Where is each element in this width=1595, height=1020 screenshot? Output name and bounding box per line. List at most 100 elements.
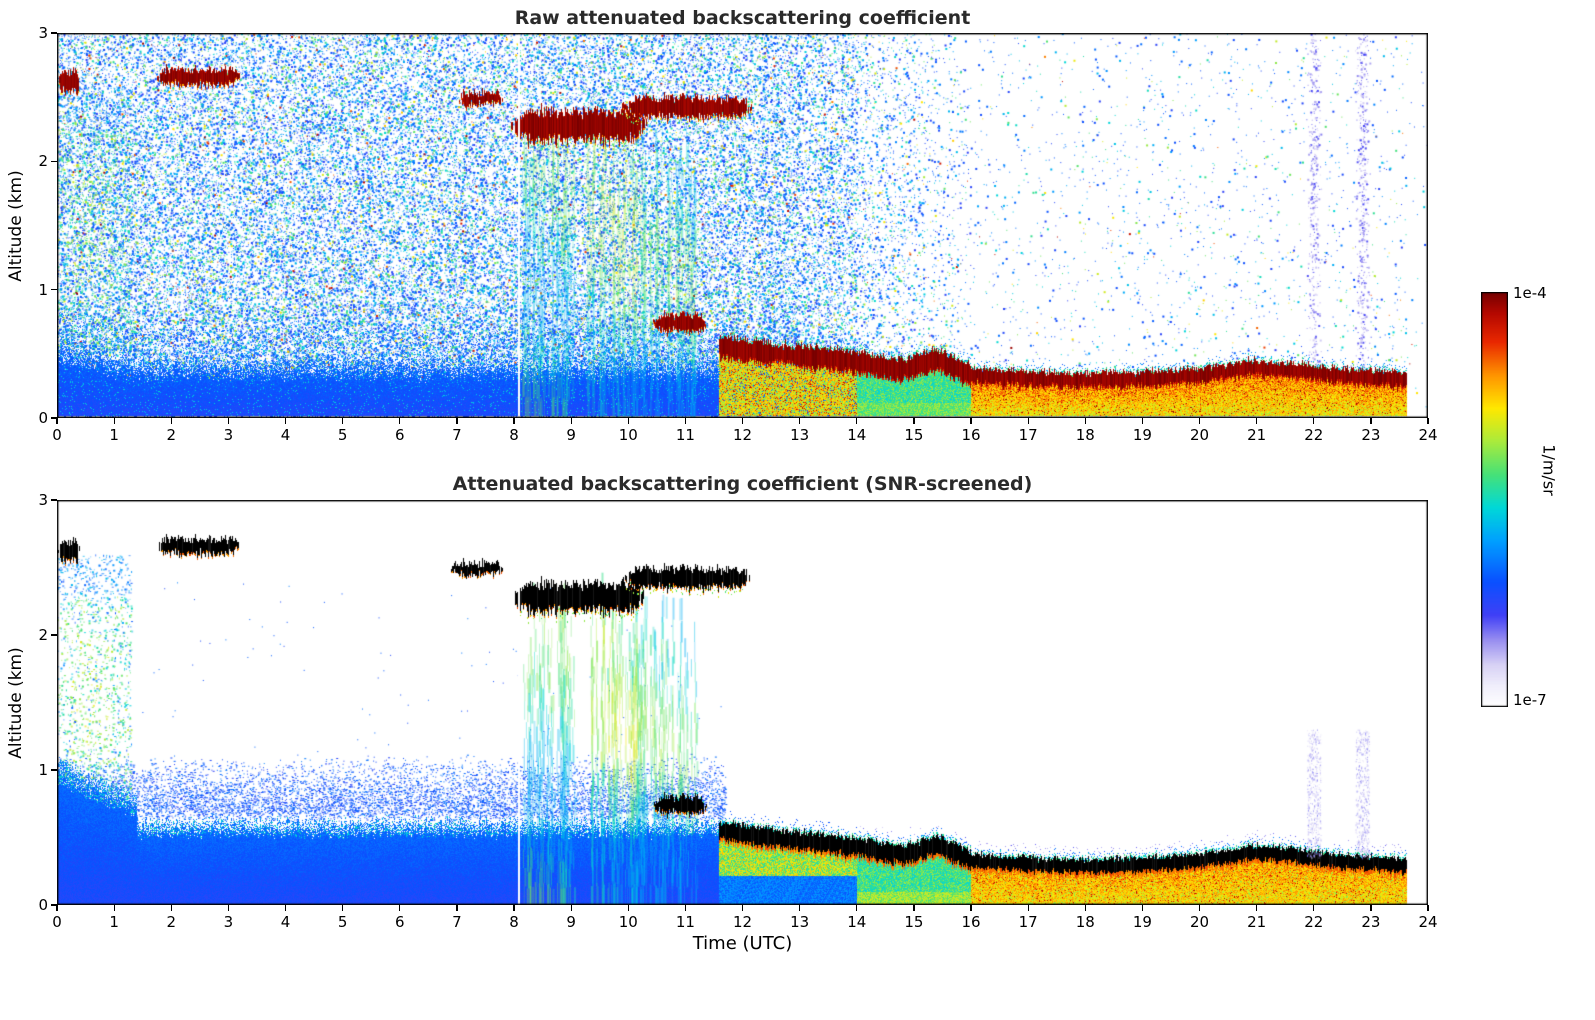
x-tick-mark [1313,905,1315,911]
y-tick-label: 0 [38,896,48,914]
x-tick-label: 7 [452,426,462,444]
y-tick-label: 0 [38,409,48,427]
x-tick-mark [570,905,572,911]
x-tick-mark [170,418,172,424]
x-tick-label: 21 [1247,913,1267,931]
x-tick-label: 15 [904,426,924,444]
x-tick-label: 3 [223,426,234,444]
x-tick-mark [970,905,972,911]
x-tick-label: 9 [566,913,576,931]
x-tick-mark [684,418,687,424]
y-tick-mark [51,417,57,419]
y-tick-label: 2 [38,152,48,171]
x-tick-mark [1198,905,1201,911]
x-tick-mark [1084,905,1086,911]
x-tick-mark [856,905,858,911]
y-tick-label: 2 [38,626,48,644]
x-tick-mark [399,905,401,911]
x-tick-mark [113,905,115,911]
y-tick-mark [51,32,57,34]
x-tick-label: 10 [618,913,638,931]
x-tick-label: 20 [1189,426,1210,444]
x-tick-label: 6 [394,426,405,444]
x-tick-mark [227,905,230,911]
x-tick-mark [284,418,287,424]
raw-backscatter-heatmap [57,33,1428,418]
x-tick-label: 24 [1418,913,1438,931]
x-tick-mark [741,418,744,424]
x-tick-mark [1313,418,1315,424]
y-tick-mark [51,634,57,636]
x-tick-label: 0 [52,426,62,444]
x-tick-label: 8 [509,913,519,931]
x-tick-label: 13 [790,426,810,444]
y-tick-mark [51,499,57,501]
y-tick-mark [51,289,57,291]
x-tick-label: 16 [961,426,981,444]
x-tick-mark [741,905,744,911]
y-tick-label: 3 [38,491,48,509]
x-tick-mark [456,418,458,424]
x-tick-mark [56,905,58,911]
x-tick-mark [1427,418,1429,424]
x-tick-mark [1141,905,1144,911]
y-tick-mark [51,160,57,163]
colorbar-min-label: 1e-7 [1513,691,1547,709]
y-tick-label: 1 [38,280,48,299]
colorbar-max-label: 1e-4 [1513,284,1547,302]
x-tick-mark [456,905,458,911]
x-tick-label: 7 [452,913,462,931]
x-tick-mark [1141,418,1144,424]
x-tick-label: 13 [790,913,810,931]
x-tick-mark [627,905,629,911]
x-tick-mark [1198,418,1201,424]
colorbar-units-label: 1/m/sr [1539,444,1559,496]
x-tick-mark [627,418,629,424]
x-tick-mark [1027,905,1029,911]
x-tick-mark [970,418,972,424]
x-tick-mark [856,418,858,424]
panel-title-screened: Attenuated backscattering coefficient (S… [452,473,1033,495]
x-tick-label: 19 [1132,426,1152,444]
x-tick-mark [913,418,915,424]
x-tick-mark [1027,418,1029,424]
x-tick-mark [1370,418,1372,424]
x-tick-label: 21 [1247,426,1267,444]
x-tick-label: 4 [280,913,291,931]
x-tick-label: 6 [394,913,405,931]
x-tick-mark [170,905,172,911]
x-tick-mark [684,905,687,911]
x-tick-mark [227,418,230,424]
x-tick-label: 19 [1132,913,1152,931]
x-tick-label: 23 [1361,426,1381,444]
x-tick-label: 22 [1304,913,1324,931]
x-tick-mark [56,418,58,424]
x-tick-label: 1 [109,426,119,444]
x-tick-label: 9 [566,426,576,444]
x-tick-label: 14 [847,426,867,444]
x-tick-mark [1427,905,1429,911]
x-tick-label: 22 [1304,426,1324,444]
x-tick-label: 0 [52,913,62,931]
x-tick-label: 3 [223,913,234,931]
x-tick-label: 17 [1018,426,1038,444]
colorbar [1481,292,1508,707]
x-tick-mark [399,418,401,424]
x-tick-label: 18 [1075,426,1095,444]
x-tick-mark [1256,905,1258,911]
x-tick-mark [799,418,801,424]
y-tick-mark [51,769,57,771]
x-tick-mark [1256,418,1258,424]
x-tick-label: 24 [1418,426,1438,444]
x-tick-mark [113,418,115,424]
y-axis-label-screened: Altitude (km) [6,646,26,759]
x-tick-label: 4 [280,426,291,444]
x-tick-mark [570,418,572,424]
x-tick-mark [799,905,801,911]
panel-title-raw: Raw attenuated backscattering coefficien… [514,7,971,29]
x-tick-label: 11 [675,426,695,444]
x-tick-label: 5 [337,913,348,931]
x-tick-mark [284,905,287,911]
x-tick-label: 11 [675,913,695,931]
screened-backscatter-heatmap [57,500,1428,905]
